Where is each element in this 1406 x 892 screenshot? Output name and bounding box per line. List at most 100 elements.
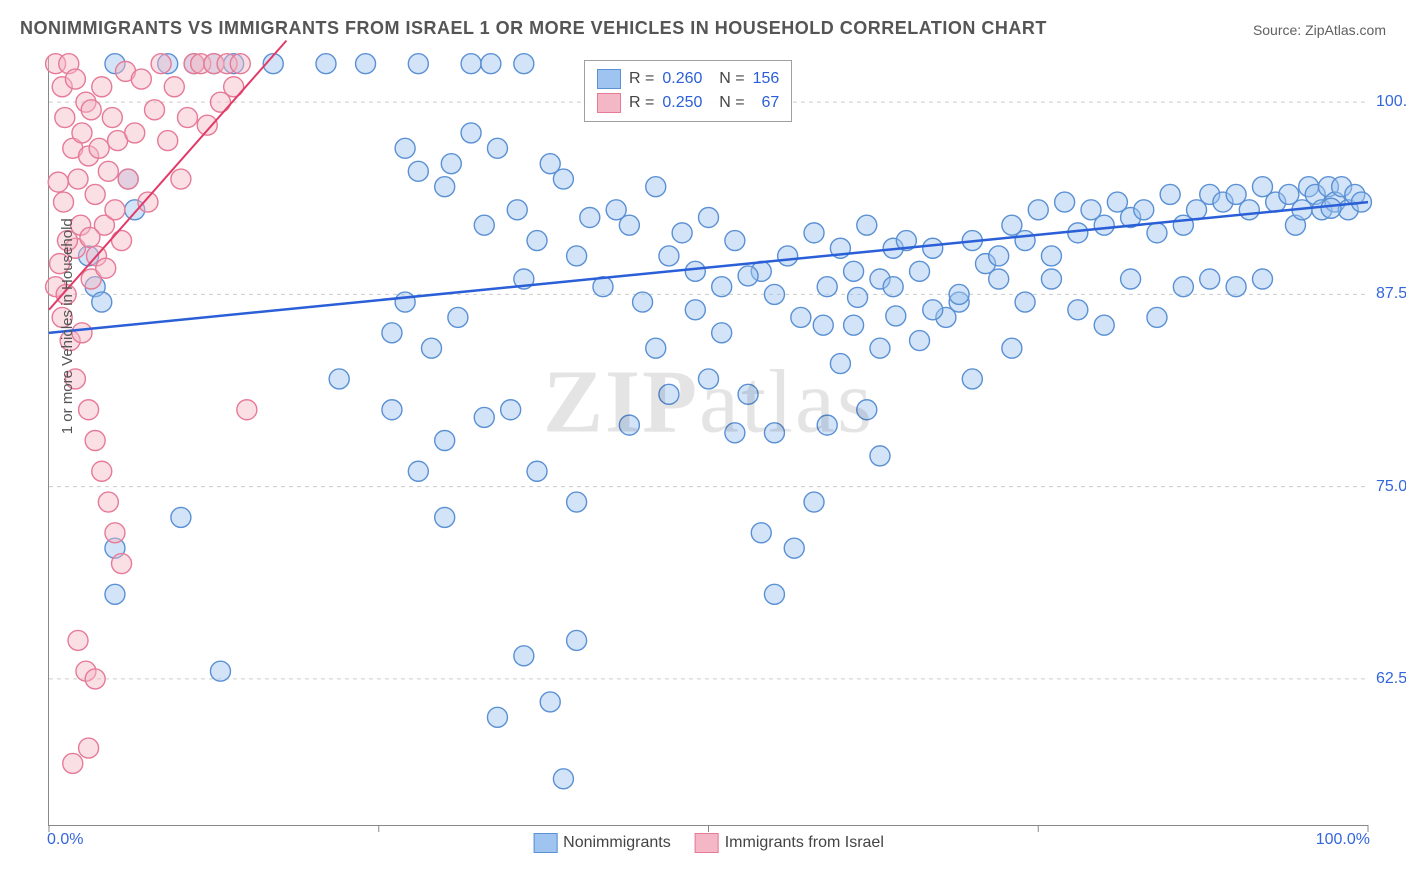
y-tick-label: 75.0% <box>1376 478 1406 496</box>
scatter-point-immigrants_israel <box>177 108 197 128</box>
scatter-point-nonimmigrants <box>422 338 442 358</box>
scatter-point-nonimmigrants <box>435 431 455 451</box>
scatter-point-nonimmigrants <box>395 138 415 158</box>
scatter-point-nonimmigrants <box>751 523 771 543</box>
scatter-point-nonimmigrants <box>210 661 230 681</box>
scatter-point-nonimmigrants <box>1160 184 1180 204</box>
scatter-point-nonimmigrants <box>382 400 402 420</box>
scatter-point-nonimmigrants <box>316 54 336 74</box>
scatter-point-immigrants_israel <box>68 169 88 189</box>
scatter-point-nonimmigrants <box>1041 269 1061 289</box>
scatter-point-immigrants_israel <box>197 115 217 135</box>
scatter-point-nonimmigrants <box>830 354 850 374</box>
scatter-point-nonimmigrants <box>784 538 804 558</box>
scatter-point-nonimmigrants <box>699 369 719 389</box>
x-axis-start-label: 0.0% <box>47 831 83 849</box>
scatter-point-immigrants_israel <box>79 400 99 420</box>
scatter-point-immigrants_israel <box>131 69 151 89</box>
scatter-point-nonimmigrants <box>435 507 455 527</box>
scatter-point-immigrants_israel <box>98 161 118 181</box>
scatter-point-nonimmigrants <box>1226 277 1246 297</box>
scatter-point-nonimmigrants <box>764 584 784 604</box>
scatter-point-nonimmigrants <box>105 584 125 604</box>
scatter-point-immigrants_israel <box>92 77 112 97</box>
scatter-point-immigrants_israel <box>68 630 88 650</box>
scatter-point-nonimmigrants <box>685 261 705 281</box>
legend-label-nonimmigrants: Nonimmigrants <box>563 834 671 852</box>
scatter-point-nonimmigrants <box>171 507 191 527</box>
scatter-point-nonimmigrants <box>989 246 1009 266</box>
scatter-point-nonimmigrants <box>1028 200 1048 220</box>
scatter-point-nonimmigrants <box>923 238 943 258</box>
scatter-point-immigrants_israel <box>102 108 122 128</box>
scatter-point-nonimmigrants <box>870 446 890 466</box>
scatter-point-nonimmigrants <box>329 369 349 389</box>
scatter-point-nonimmigrants <box>395 292 415 312</box>
scatter-point-nonimmigrants <box>962 369 982 389</box>
scatter-point-nonimmigrants <box>553 769 573 789</box>
scatter-point-nonimmigrants <box>949 284 969 304</box>
scatter-point-immigrants_israel <box>237 400 257 420</box>
scatter-point-immigrants_israel <box>158 131 178 151</box>
scatter-point-nonimmigrants <box>567 630 587 650</box>
scatter-point-immigrants_israel <box>125 123 145 143</box>
scatter-point-nonimmigrants <box>1121 269 1141 289</box>
n-value-nonimmigrants: 156 <box>753 67 780 91</box>
source-label: Source: <box>1253 22 1305 38</box>
scatter-point-immigrants_israel <box>98 492 118 512</box>
scatter-point-nonimmigrants <box>1252 269 1272 289</box>
scatter-point-nonimmigrants <box>1147 223 1167 243</box>
stats-legend-box: R = 0.260 N = 156 R = 0.250 N = 67 <box>584 60 792 122</box>
scatter-point-nonimmigrants <box>712 323 732 343</box>
scatter-point-nonimmigrants <box>408 461 428 481</box>
scatter-point-nonimmigrants <box>764 284 784 304</box>
scatter-point-nonimmigrants <box>448 307 468 327</box>
scatter-point-nonimmigrants <box>1094 315 1114 335</box>
scatter-point-nonimmigrants <box>1015 231 1035 251</box>
scatter-point-nonimmigrants <box>356 54 376 74</box>
source-name: ZipAtlas.com <box>1305 22 1386 38</box>
scatter-point-nonimmigrants <box>408 54 428 74</box>
scatter-point-nonimmigrants <box>382 323 402 343</box>
scatter-point-nonimmigrants <box>870 338 890 358</box>
scatter-point-nonimmigrants <box>1173 277 1193 297</box>
scatter-point-immigrants_israel <box>145 100 165 120</box>
plot-svg <box>49 56 1368 825</box>
scatter-point-nonimmigrants <box>844 261 864 281</box>
scatter-point-nonimmigrants <box>1094 215 1114 235</box>
swatch-nonimmigrants <box>597 69 621 89</box>
scatter-point-nonimmigrants <box>1134 200 1154 220</box>
scatter-point-nonimmigrants <box>923 300 943 320</box>
scatter-point-nonimmigrants <box>501 400 521 420</box>
scatter-point-nonimmigrants <box>725 423 745 443</box>
scatter-point-immigrants_israel <box>48 172 68 192</box>
scatter-point-nonimmigrants <box>848 287 868 307</box>
legend-swatch-nonimmigrants <box>533 833 557 853</box>
scatter-point-nonimmigrants <box>527 461 547 481</box>
scatter-point-nonimmigrants <box>659 246 679 266</box>
scatter-point-nonimmigrants <box>1002 338 1022 358</box>
scatter-point-immigrants_israel <box>81 100 101 120</box>
scatter-point-immigrants_israel <box>85 669 105 689</box>
scatter-point-nonimmigrants <box>540 692 560 712</box>
scatter-point-nonimmigrants <box>646 177 666 197</box>
scatter-point-immigrants_israel <box>118 169 138 189</box>
scatter-point-nonimmigrants <box>1015 292 1035 312</box>
scatter-point-nonimmigrants <box>699 207 719 227</box>
scatter-point-nonimmigrants <box>553 169 573 189</box>
scatter-point-nonimmigrants <box>804 492 824 512</box>
scatter-point-nonimmigrants <box>487 707 507 727</box>
y-axis-label: 1 or more Vehicles in Household <box>59 218 76 434</box>
scatter-point-nonimmigrants <box>1200 269 1220 289</box>
scatter-point-nonimmigrants <box>408 161 428 181</box>
scatter-point-nonimmigrants <box>791 307 811 327</box>
scatter-point-immigrants_israel <box>85 184 105 204</box>
scatter-point-nonimmigrants <box>712 277 732 297</box>
scatter-point-nonimmigrants <box>817 415 837 435</box>
scatter-point-nonimmigrants <box>764 423 784 443</box>
scatter-point-nonimmigrants <box>738 384 758 404</box>
scatter-point-nonimmigrants <box>646 338 666 358</box>
scatter-point-nonimmigrants <box>1041 246 1061 266</box>
scatter-point-nonimmigrants <box>514 646 534 666</box>
scatter-point-nonimmigrants <box>804 223 824 243</box>
